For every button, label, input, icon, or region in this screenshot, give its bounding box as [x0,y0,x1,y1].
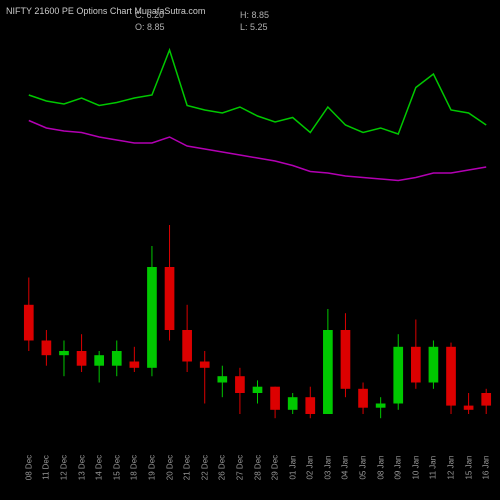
x-axis-tick-label: 12 Jan [447,443,456,493]
x-axis-tick-label: 21 Dec [183,443,192,493]
ohlc-high-label: H: 8.85 [240,10,269,20]
chart-title: NIFTY 21600 PE Options Chart MunafaSutra… [6,6,205,16]
x-axis-tick-label: 16 Jan [482,443,491,493]
x-axis-tick-label: 04 Jan [341,443,350,493]
x-axis-labels: 08 Dec 11 Dec 12 Dec 13 Dec 14 Dec 15 Dec 18 D… [0,440,500,500]
x-axis-tick-label: 08 Jan [376,443,385,493]
chart-canvas [0,0,500,500]
x-axis-tick-label: 19 Dec [147,443,156,493]
x-axis-tick-label: 03 Jan [323,443,332,493]
ohlc-low-label: L: 5.25 [240,22,268,32]
x-axis-tick-label: 18 Dec [130,443,139,493]
x-axis-tick-label: 27 Dec [235,443,244,493]
x-axis-tick-label: 05 Jan [359,443,368,493]
x-axis-tick-label: 12 Dec [59,443,68,493]
x-axis-tick-label: 29 Dec [271,443,280,493]
ohlc-open-label: O: 8.85 [135,22,165,32]
x-axis-tick-label: 15 Jan [464,443,473,493]
x-axis-tick-label: 09 Jan [394,443,403,493]
x-axis-tick-label: 26 Dec [218,443,227,493]
x-axis-tick-label: 20 Dec [165,443,174,493]
x-axis-tick-label: 22 Dec [200,443,209,493]
x-axis-tick-label: 13 Dec [77,443,86,493]
x-axis-tick-label: 10 Jan [411,443,420,493]
x-axis-tick-label: 11 Dec [42,443,51,493]
x-axis-tick-label: 08 Dec [24,443,33,493]
ohlc-close-label: C: 6.20 [135,10,164,20]
x-axis-tick-label: 14 Dec [95,443,104,493]
x-axis-tick-label: 01 Jan [288,443,297,493]
x-axis-tick-label: 11 Jan [429,443,438,493]
x-axis-tick-label: 28 Dec [253,443,262,493]
x-axis-tick-label: 15 Dec [112,443,121,493]
x-axis-tick-label: 02 Jan [306,443,315,493]
